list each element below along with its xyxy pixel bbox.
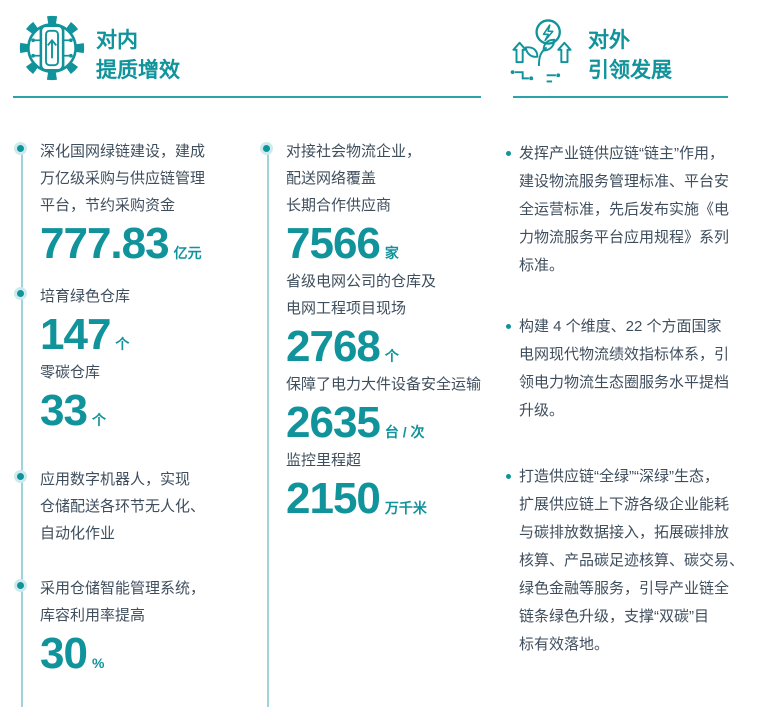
bullet-dot [506, 324, 511, 329]
stat-unit: 个 [115, 336, 130, 352]
text-line: 领电力物流生态圈服务水平提档 [519, 374, 730, 391]
stat-unit: 个 [384, 348, 399, 364]
text-line: 链条绿色升级，支撑“双碳”目 [519, 608, 709, 625]
text-line: 长期合作供应商 [286, 197, 392, 214]
stat-unit: 台 / 次 [384, 424, 425, 440]
stat-item-green-warehouse: 培育绿色仓库 147 个 零碳仓库 33 个 [40, 283, 130, 435]
external-section-divider [513, 96, 728, 98]
text-line: 库容利用率提高 [40, 607, 146, 624]
text-line: 监控里程超 [286, 452, 362, 469]
stat-item-smart-warehouse: 采用仓储智能管理系统， 库容利用率提高 30 % [40, 575, 205, 678]
timeline-dot [263, 145, 270, 152]
text-line: 万亿级采购与供应链管理 [40, 170, 206, 187]
text-line: 构建 4 个维度、22 个方面国家 [519, 318, 722, 335]
bullet-dot [506, 474, 511, 479]
text-line: 核算、产品碳足迹核算、碳交易、 [519, 552, 745, 569]
text-line: 对接社会物流企业， [286, 143, 422, 160]
internal-section-divider [13, 96, 481, 98]
stat-value: 2635 [286, 398, 381, 447]
text-line: 应用数字机器人，实现 [40, 471, 191, 488]
text-line: 建设物流服务管理标准、平台安 [519, 173, 730, 190]
stat-value-row: 2635 台 / 次 [286, 401, 481, 445]
text-line: 打造供应链“全绿”“深绿”生态， [519, 468, 719, 485]
energy-plant-icon [508, 10, 576, 93]
stat-value: 7566 [286, 219, 381, 268]
stat-value: 30 [40, 629, 88, 678]
stat-value-row: 7566 家 [286, 222, 481, 266]
text-line: 全运营标准，先后发布实施《电 [519, 201, 730, 218]
stat-value-row: 2150 万千米 [286, 477, 481, 521]
text-line: 扩展供应链上下游各级企业能耗 [519, 496, 730, 513]
external-bullet-standards: 发挥产业链供应链“链主”作用， 建设物流服务管理标准、平台安 全运营标准，先后发… [519, 140, 729, 280]
external-section-title: 对外 引领发展 [588, 26, 672, 86]
text-line: 与碳排放数据接入，拓展碳排放 [519, 524, 730, 541]
timeline-dot [17, 290, 24, 297]
stat-value-row: 2768 个 [286, 325, 481, 369]
text-line: 标准。 [519, 257, 565, 274]
timeline-dot [17, 145, 24, 152]
stat-value-row: 777.83 亿元 [40, 222, 205, 266]
text-line: 省级电网公司的仓库及 [286, 273, 437, 290]
stat-value-row: 33 个 [40, 389, 130, 433]
bullet-dot [506, 151, 511, 156]
stat-value: 147 [40, 310, 111, 359]
text-line: 采用仓储智能管理系统， [40, 580, 206, 597]
timeline-dot [17, 473, 24, 480]
internal-section-title: 对内 提质增效 [96, 26, 180, 86]
stat-value-row: 30 % [40, 632, 205, 676]
internal-title-line1: 对内 [96, 29, 138, 52]
text-line: 保障了电力大件设备安全运输 [286, 376, 482, 393]
timeline-line-col1 [21, 148, 23, 707]
external-bullet-kpi-system: 构建 4 个维度、22 个方面国家 电网现代物流绩效指标体系，引 领电力物流生态… [519, 313, 729, 425]
stat-unit: 万千米 [384, 500, 427, 516]
stat-value: 33 [40, 386, 88, 435]
stat-unit: 家 [384, 245, 399, 261]
text-line: 配送网络覆盖 [286, 170, 377, 187]
text-line: 发挥产业链供应链“链主”作用， [519, 145, 724, 162]
stat-unit: 个 [91, 412, 106, 428]
stat-item-logistics: 对接社会物流企业， 配送网络覆盖 长期合作供应商 7566 家 省级电网公司的仓… [286, 138, 481, 523]
gear-chip-icon [16, 12, 88, 89]
text-line: 标有效落地。 [519, 636, 610, 653]
stat-value: 2150 [286, 474, 381, 523]
text-line: 仓储配送各环节无人化、 [40, 498, 206, 515]
text-line: 自动化作业 [40, 525, 116, 542]
stat-value: 2768 [286, 322, 381, 371]
timeline-dot [17, 582, 24, 589]
text-line: 零碳仓库 [40, 364, 101, 381]
text-line: 深化国网绿链建设，建成 [40, 143, 206, 160]
text-line: 电网工程项目现场 [286, 300, 407, 317]
text-line: 培育绿色仓库 [40, 288, 131, 305]
stat-unit: 亿元 [173, 245, 202, 261]
internal-title-line2: 提质增效 [96, 59, 180, 82]
stat-value-row: 147 个 [40, 313, 130, 357]
external-title-line1: 对外 [588, 29, 630, 52]
stat-value: 777.83 [40, 219, 170, 268]
stat-item-procurement: 深化国网绿链建设，建成 万亿级采购与供应链管理 平台，节约采购资金 777.83… [40, 138, 205, 268]
external-bullet-green-ecosystem: 打造供应链“全绿”“深绿”生态， 扩展供应链上下游各级企业能耗 与碳排放数据接入… [519, 463, 744, 659]
external-title-line2: 引领发展 [588, 59, 672, 82]
text-line: 电网现代物流绩效指标体系，引 [519, 346, 730, 363]
text-line: 绿色金融等服务，引导产业链全 [519, 580, 730, 597]
text-line: 力物流服务平台应用规程》系列 [519, 229, 730, 246]
stat-unit: % [91, 655, 105, 671]
stat-item-robots: 应用数字机器人，实现 仓储配送各环节无人化、 自动化作业 [40, 466, 205, 547]
text-line: 升级。 [519, 402, 565, 419]
text-line: 平台，节约采购资金 [40, 197, 176, 214]
timeline-line-col2 [267, 148, 269, 707]
